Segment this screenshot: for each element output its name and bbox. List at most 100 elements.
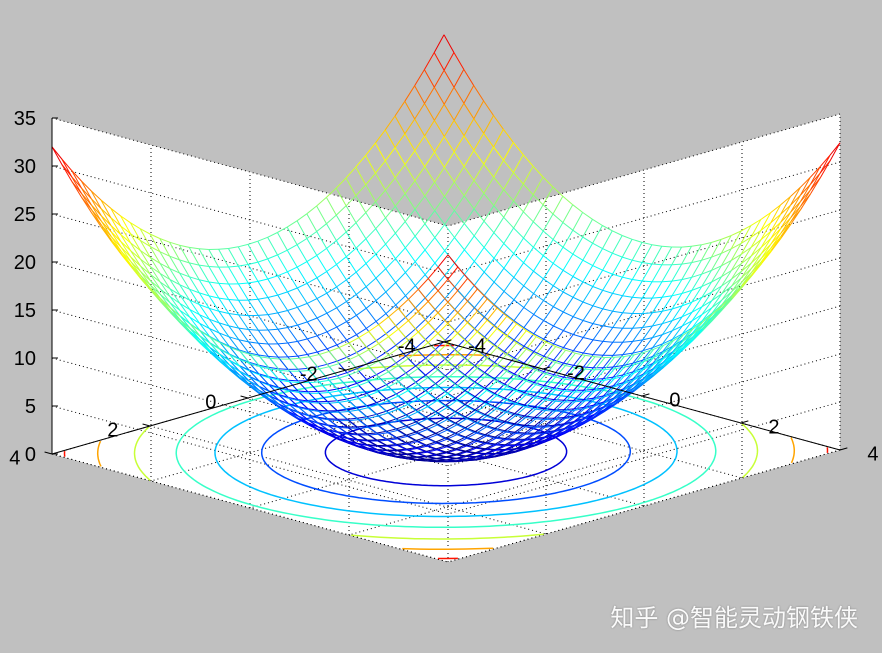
mesh-line xyxy=(348,411,359,421)
mesh-line xyxy=(433,87,445,105)
mesh-line xyxy=(740,255,752,264)
mesh-line xyxy=(611,235,623,254)
mesh-line xyxy=(486,328,498,341)
mesh-line xyxy=(652,323,663,338)
mesh-line xyxy=(592,325,604,341)
mesh-line xyxy=(319,366,330,370)
mesh-line xyxy=(770,236,782,251)
mesh-line xyxy=(218,297,230,314)
mesh-line xyxy=(631,280,643,298)
mesh-line xyxy=(564,421,575,430)
mesh-line xyxy=(248,280,259,284)
mesh-line xyxy=(642,262,653,265)
mesh-line xyxy=(701,242,712,246)
mesh-line xyxy=(406,431,417,436)
mesh-line xyxy=(326,264,337,272)
mesh-line xyxy=(513,172,524,185)
mesh-line xyxy=(358,366,369,372)
mesh-line xyxy=(306,283,318,299)
mesh-line xyxy=(355,247,367,264)
mesh-line xyxy=(662,358,674,367)
mesh-line xyxy=(445,441,456,447)
mesh-line xyxy=(257,261,269,280)
mesh-line xyxy=(316,335,328,350)
mesh-line xyxy=(661,245,672,248)
mesh-line xyxy=(208,249,220,268)
mesh-line xyxy=(227,248,239,267)
mesh-line xyxy=(533,371,545,383)
mesh-line xyxy=(493,304,505,314)
mesh-line xyxy=(228,345,240,351)
mesh-line xyxy=(554,423,565,426)
mesh-line xyxy=(437,323,449,334)
mesh-line xyxy=(374,129,386,144)
mesh-line xyxy=(149,233,161,239)
mesh-line xyxy=(405,414,417,423)
x-tick-mark xyxy=(839,447,848,451)
mesh-line xyxy=(424,151,435,167)
mesh-line xyxy=(486,419,497,428)
contour-line xyxy=(348,364,541,371)
mesh-line xyxy=(445,451,457,455)
mesh-line xyxy=(770,232,782,249)
mesh-line xyxy=(209,328,220,342)
mesh-line xyxy=(416,436,427,441)
mesh-line xyxy=(326,326,338,333)
mesh-line xyxy=(417,278,429,290)
mesh-line xyxy=(555,346,566,351)
mesh-line xyxy=(473,208,485,222)
mesh-line xyxy=(328,401,339,404)
mesh-line xyxy=(257,281,269,298)
mesh-line xyxy=(71,181,83,198)
mesh-line xyxy=(248,369,259,375)
mesh-line xyxy=(150,280,161,290)
mesh-line xyxy=(140,265,151,275)
mesh-line xyxy=(474,307,485,318)
mesh-line xyxy=(326,187,337,198)
mesh-line xyxy=(563,389,574,391)
mesh-line xyxy=(397,456,408,460)
mesh-line xyxy=(443,167,455,183)
mesh-line xyxy=(533,351,545,357)
mesh-line xyxy=(296,307,308,323)
mesh-line xyxy=(404,164,416,181)
mesh-line xyxy=(494,427,506,432)
mesh-line xyxy=(583,414,595,423)
mesh-line xyxy=(475,456,487,460)
mesh-line xyxy=(543,385,555,389)
mesh-line xyxy=(456,360,468,371)
mesh-line xyxy=(368,331,379,345)
mesh-line xyxy=(454,274,465,288)
mesh-line xyxy=(562,316,574,331)
mesh-line xyxy=(464,249,475,262)
mesh-line xyxy=(483,247,495,259)
mesh-line xyxy=(463,103,475,119)
mesh-line xyxy=(467,310,478,324)
mesh-line xyxy=(249,370,260,376)
mesh-line xyxy=(189,332,201,343)
mesh-line xyxy=(394,147,406,165)
mesh-line xyxy=(384,160,396,178)
mesh-line xyxy=(770,237,782,252)
mesh-line xyxy=(506,370,517,377)
mesh-line xyxy=(249,381,260,388)
mesh-line xyxy=(434,210,446,225)
mesh-line xyxy=(447,290,459,303)
mesh-line xyxy=(376,384,387,390)
mesh-line xyxy=(545,389,556,401)
mesh-line xyxy=(159,251,170,257)
mesh-line xyxy=(652,367,664,376)
mesh-line xyxy=(130,256,141,267)
mesh-line xyxy=(326,271,338,288)
mesh-line xyxy=(338,342,350,349)
mesh-line xyxy=(681,262,692,265)
mesh-line xyxy=(378,371,389,378)
mesh-line xyxy=(129,222,141,241)
mesh-line xyxy=(415,421,427,429)
mesh-line xyxy=(417,392,428,400)
mesh-line xyxy=(544,408,555,411)
mesh-line xyxy=(308,401,319,404)
mesh-line xyxy=(444,375,456,384)
mesh-line xyxy=(414,249,426,263)
mesh-line xyxy=(562,297,574,313)
